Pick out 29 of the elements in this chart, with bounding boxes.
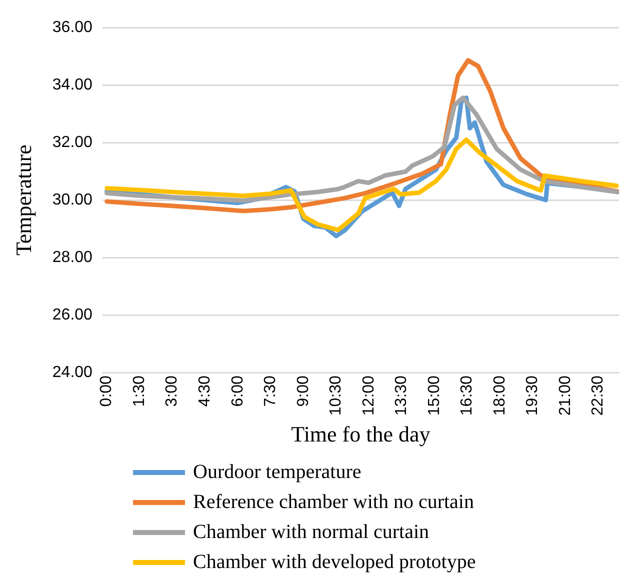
x-tick-label: 6:00	[229, 375, 246, 407]
y-tick-label: 34.00	[52, 76, 93, 94]
x-tick-label: 7:30	[262, 375, 280, 407]
x-tick-label: 3:00	[164, 375, 181, 407]
y-tick-label: 30.00	[52, 191, 93, 208]
y-axis-title: Temperature	[10, 144, 36, 256]
y-tick-label: 24.00	[52, 364, 93, 381]
x-axis-title: Time fo the day	[291, 422, 430, 447]
x-tick-label: 21:00	[556, 375, 574, 416]
legend-label: Chamber with normal curtain	[193, 520, 430, 544]
y-tick-label: 28.00	[52, 248, 93, 266]
legend-label: Reference chamber with no curtain	[193, 490, 474, 514]
x-tick-label: 10:30	[328, 375, 345, 416]
y-tick-label: 32.00	[52, 134, 93, 151]
y-tick-label: 26.00	[52, 306, 93, 324]
x-tick-label: 16:30	[458, 375, 476, 416]
x-tick-label: 9:00	[294, 375, 312, 407]
x-tick-label: 4:30	[196, 375, 214, 407]
x-tick-label: 12:00	[360, 375, 378, 416]
legend-label: Ourdoor temperature	[193, 460, 362, 484]
legend-label: Chamber with developed prototype	[193, 550, 476, 574]
y-tick-label: 36.00	[52, 19, 93, 36]
x-tick-label: 1:30	[130, 375, 148, 407]
x-tick-label: 22:30	[590, 375, 607, 416]
x-tick-label: 0:00	[98, 375, 116, 407]
x-tick-label: 13:30	[393, 375, 410, 416]
x-tick-label: 19:30	[524, 375, 542, 416]
x-tick-label: 18:00	[491, 375, 508, 416]
x-tick-label: 15:00	[426, 375, 443, 416]
